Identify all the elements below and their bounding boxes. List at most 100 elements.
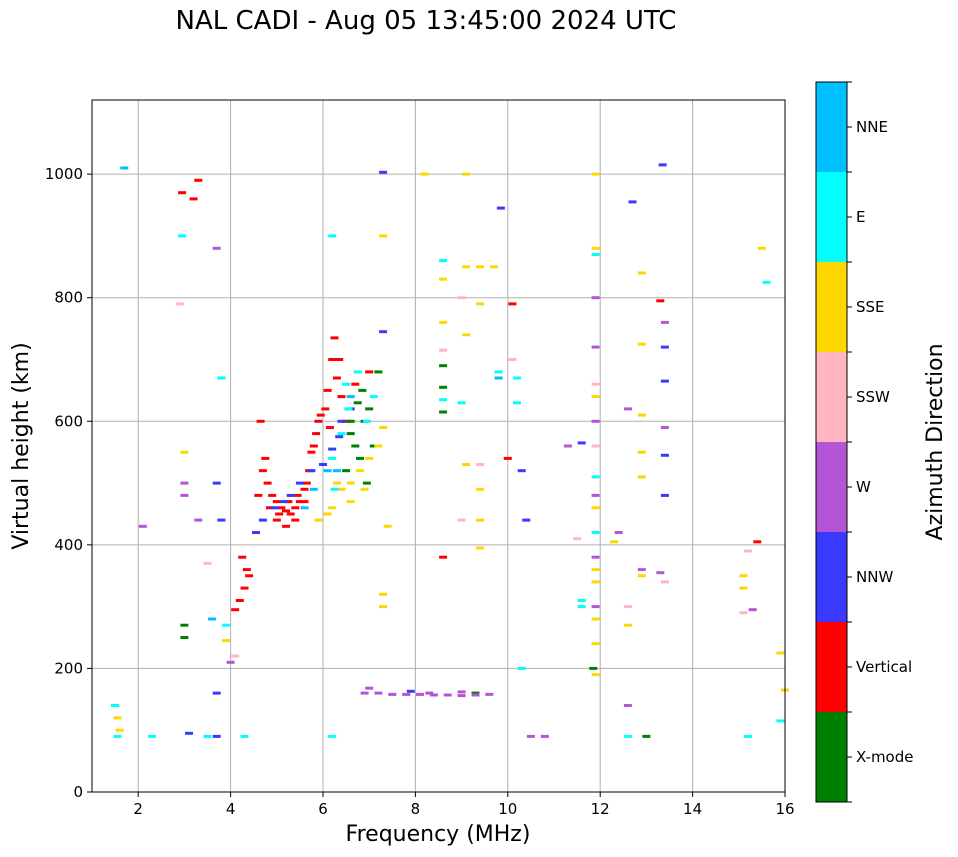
- data-point: [637, 568, 646, 572]
- x-tick-label: 16: [775, 800, 794, 818]
- data-point: [175, 302, 184, 306]
- data-marks: [111, 163, 789, 738]
- data-point: [342, 419, 351, 423]
- series-w: [138, 246, 757, 738]
- data-point: [439, 555, 448, 559]
- data-point: [342, 469, 351, 473]
- data-point: [476, 487, 485, 491]
- data-point: [208, 617, 217, 621]
- data-point: [275, 512, 284, 516]
- data-point: [212, 734, 221, 738]
- data-point: [328, 234, 337, 238]
- series-vertical: [178, 178, 762, 612]
- data-point: [337, 419, 346, 423]
- data-point: [379, 170, 388, 174]
- data-point: [307, 469, 316, 473]
- data-point: [739, 586, 748, 590]
- data-point: [660, 580, 669, 584]
- data-point: [342, 382, 351, 386]
- data-point: [300, 487, 309, 491]
- x-tick-label: 14: [683, 800, 702, 818]
- data-point: [457, 296, 466, 300]
- colorbar-swatch: [816, 442, 847, 532]
- data-point: [660, 379, 669, 383]
- data-point: [462, 333, 471, 337]
- data-point: [591, 345, 600, 349]
- data-point: [346, 419, 355, 423]
- data-point: [358, 388, 367, 392]
- data-point: [295, 481, 304, 485]
- data-point: [485, 692, 494, 696]
- data-point: [258, 518, 267, 522]
- data-point: [591, 568, 600, 572]
- colorbar-tick-label: NNW: [856, 568, 893, 586]
- data-point: [178, 234, 187, 238]
- data-point: [429, 693, 438, 697]
- colorbar-swatch: [816, 352, 847, 442]
- data-point: [337, 432, 346, 436]
- data-point: [323, 512, 332, 516]
- data-point: [328, 447, 337, 451]
- data-point: [277, 506, 286, 510]
- data-point: [362, 481, 371, 485]
- data-point: [658, 163, 667, 167]
- data-point: [439, 259, 448, 263]
- data-point: [471, 693, 480, 697]
- data-point: [457, 518, 466, 522]
- y-tick-label: 1000: [45, 165, 83, 183]
- data-point: [335, 435, 344, 439]
- data-point: [240, 586, 249, 590]
- data-point: [591, 395, 600, 399]
- data-point: [360, 691, 369, 695]
- data-point: [356, 469, 364, 473]
- series-x-mode: [180, 364, 651, 738]
- data-point: [420, 172, 429, 176]
- data-point: [637, 271, 646, 275]
- data-point: [591, 580, 600, 584]
- data-point: [457, 694, 466, 698]
- series-nne: [120, 166, 503, 621]
- data-point: [231, 654, 240, 658]
- colorbar-tick-label: Vertical: [856, 658, 912, 676]
- data-point: [637, 475, 646, 479]
- data-point: [272, 500, 281, 504]
- data-point: [212, 481, 221, 485]
- data-point: [353, 370, 362, 374]
- data-point: [351, 382, 360, 386]
- data-point: [513, 401, 521, 405]
- data-point: [623, 623, 632, 627]
- series-sse: [113, 172, 789, 732]
- data-point: [217, 518, 226, 522]
- data-point: [189, 197, 198, 201]
- data-point: [323, 469, 332, 473]
- data-point: [344, 407, 353, 411]
- data-point: [268, 493, 277, 497]
- data-point: [577, 605, 586, 609]
- data-point: [335, 358, 344, 361]
- grid-lines: [92, 100, 785, 792]
- data-point: [637, 342, 646, 346]
- data-point: [346, 500, 355, 504]
- data-point: [328, 358, 337, 361]
- data-point: [476, 518, 485, 522]
- data-point: [284, 500, 293, 504]
- data-point: [178, 191, 187, 195]
- data-point: [374, 691, 383, 695]
- data-point: [660, 345, 669, 349]
- plot-area: [92, 100, 785, 792]
- data-point: [185, 731, 193, 735]
- data-point: [513, 376, 521, 380]
- data-point: [614, 531, 623, 534]
- data-point: [439, 385, 448, 389]
- data-point: [346, 432, 355, 436]
- colorbar-swatch: [816, 532, 847, 622]
- data-point: [180, 493, 189, 497]
- data-point: [623, 734, 632, 738]
- data-point: [120, 166, 129, 170]
- data-point: [265, 506, 274, 510]
- data-point: [379, 592, 388, 596]
- data-point: [660, 453, 669, 457]
- x-tick-label: 8: [411, 800, 421, 818]
- data-point: [330, 336, 339, 340]
- data-point: [212, 246, 221, 250]
